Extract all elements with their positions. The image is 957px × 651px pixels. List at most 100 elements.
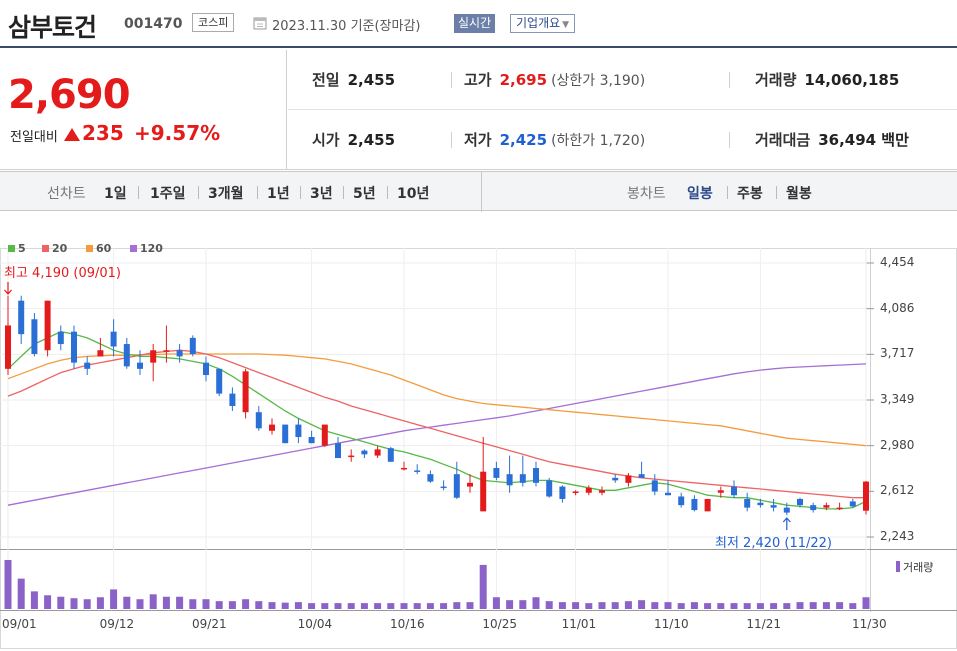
volume-bar [162,596,170,609]
volume-bar [321,603,329,609]
y-tick-label: 3,717 [880,346,915,361]
volume-bar [545,601,553,609]
candle-body [348,455,355,458]
candle-body [797,498,803,506]
line-chart-label: 선차트 [47,186,86,202]
candle-weekly[interactable]: 주봉 [737,186,763,202]
quote-date: 2023.11.30 기준(장마감) [272,19,421,34]
candle-body [863,481,869,511]
current-price: 2,690 [8,72,131,118]
volume-bar [334,603,342,609]
volume-bar [796,602,804,609]
volume-bar [57,596,65,609]
candle-body [308,436,315,444]
volume-bar [690,602,698,609]
candle-body [493,467,500,478]
candle-body [176,350,183,357]
range-1d[interactable]: 1일 [104,186,127,202]
candle-body [5,325,11,369]
y-tick-label: 4,086 [880,300,915,315]
candle-body [401,467,407,470]
candle-body [414,470,421,472]
candle-body [216,368,223,394]
candle-body [783,507,790,513]
candle-body [770,505,777,508]
range-10y[interactable]: 10년 [397,186,430,202]
candle-body [321,424,328,446]
volume-bar [453,602,461,609]
range-1w[interactable]: 1주일 [150,186,186,202]
quote-panel: 2,690 전일대비 235 +9.57% 전일 2,455 고가 2,695 (상한… [0,50,957,170]
y-tick-label: 3,349 [880,392,915,406]
volume-bar [492,597,500,609]
candle-body [704,498,711,512]
stock-code: 001470 [124,16,183,32]
range-3m[interactable]: 3개월 [208,186,244,202]
candle-body [440,486,447,489]
candle-body [453,474,460,498]
legend-ma60: 60 [86,242,111,255]
range-5y[interactable]: 5년 [353,186,376,202]
candle-body [731,486,737,496]
y-tick-label: 2,243 [880,529,915,543]
volume-bar [611,602,619,609]
volume-bar [413,603,421,609]
volume-bar [294,602,302,609]
volume-bar [519,600,527,609]
candle-body [612,477,619,481]
quote-row-2: 시가 2,455 저가 2,425 (하한가 1,720) 거래대금 36,494 백만 [288,110,957,170]
x-tick-label: 11/21 [746,617,781,631]
volume-bar [836,602,844,609]
range-1y[interactable]: 1년 [267,186,290,202]
candle-body [599,490,605,493]
candle-body [361,450,368,455]
diff-label: 전일대비 [10,130,58,145]
volume-bar [770,603,778,609]
x-tick-label: 11/30 [852,617,887,631]
volume-bar [308,603,316,609]
y-tick-label: 2,612 [880,483,915,498]
x-tick-label: 11/10 [654,617,689,631]
realtime-button[interactable]: 실시간 [454,14,496,33]
legend-ma120: 120 [130,242,163,255]
candle-monthly[interactable]: 월봉 [786,186,812,202]
candle-body [163,350,170,352]
candle-body [282,424,289,444]
candle-body [31,319,38,354]
volume-bar [730,603,738,609]
x-tick-label: 10/25 [482,617,517,631]
volume-bar [17,578,25,609]
volume-bar [809,602,817,609]
volume-bar [664,602,672,609]
candle-body [823,505,830,508]
candle-body [387,448,394,462]
volume-bar [96,597,104,609]
volume-bar [30,591,38,609]
high-price: 고가 2,695 (상한가 3,190) [464,71,646,89]
candle-body [295,424,302,437]
candle-body [57,331,64,345]
volume-bar [255,601,263,609]
volume-bar [585,603,593,609]
volume-bar [228,601,236,609]
chevron-down-icon: ▼ [562,20,570,30]
candle-body [335,443,341,459]
candle-body [137,362,143,369]
range-3y[interactable]: 3년 [310,186,333,202]
volume-bar [360,603,368,609]
candle-body [625,475,632,483]
volume-bar [466,602,474,609]
volume-bar [677,603,685,609]
volume-bar [822,602,830,609]
volume-bar [136,599,144,609]
candle-body [71,331,77,363]
chart-canvas [0,248,957,649]
candle-daily[interactable]: 일봉 [687,186,713,202]
volume-bar [374,603,382,609]
candle-body [810,505,817,511]
candle-body [150,350,157,363]
corp-info-dropdown[interactable]: 기업개요 ▼ [510,14,576,33]
volume-bar [202,599,210,609]
volume-bar [479,564,487,609]
candle-body [572,491,579,494]
